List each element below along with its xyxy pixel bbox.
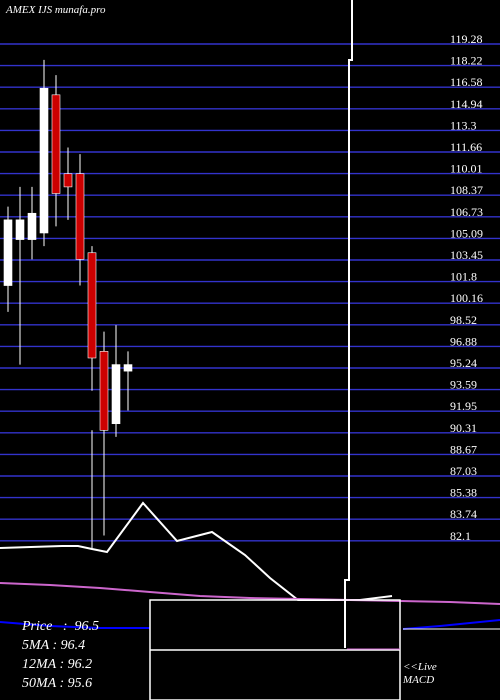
candle	[51, 75, 61, 227]
candle	[15, 186, 25, 365]
price-tick-label: 108.37	[450, 183, 483, 197]
candle	[63, 147, 73, 220]
macd-line-blue	[402, 619, 500, 630]
candle-body	[99, 351, 109, 431]
price-stat: Price : 96.5	[22, 619, 99, 634]
macd-text: MACD	[403, 674, 435, 686]
candle-body	[63, 173, 73, 188]
price-tick-label: 98.52	[450, 313, 477, 327]
price-tick-label: 85.38	[450, 486, 477, 500]
candle	[27, 186, 37, 260]
price-tick-label: 101.8	[450, 270, 477, 284]
price-tick-label: 87.03	[450, 464, 477, 478]
chart-title: AMEX IJS munafa.pro	[6, 4, 106, 16]
price-tick-label: 93.59	[450, 378, 477, 392]
price-tick-label: 82.1	[450, 529, 471, 543]
price-grid: 119.28 118.22 116.58 114.94 113.3 111.66 110.0…	[0, 32, 500, 543]
candle	[111, 325, 121, 437]
candle-body	[51, 94, 61, 194]
price-tick-label: 83.74	[450, 507, 477, 521]
price-tick-label: 96.88	[450, 334, 477, 348]
candle	[3, 206, 13, 312]
candle-body	[27, 212, 37, 240]
price-tick-label: 119.28	[450, 32, 483, 46]
ma-line-blue	[0, 621, 150, 629]
candle-body	[123, 364, 133, 372]
candle-body	[15, 219, 25, 240]
candle-body	[87, 252, 97, 359]
ma5-stat: 5MA : 96.4	[22, 638, 86, 653]
candle	[123, 351, 133, 411]
live-label: <<Live	[403, 661, 437, 673]
ma12-stat: 12MA : 96.2	[22, 657, 93, 672]
macd-zero-line	[344, 0, 353, 648]
candle-body	[75, 173, 85, 260]
stats-panel: Price : 96.5 5MA : 96.4 12MA : 96.2 50MA…	[22, 617, 99, 693]
price-tick-label: 110.01	[450, 162, 483, 176]
price-tick-label: 105.09	[450, 226, 483, 240]
candle-body	[111, 364, 121, 425]
price-tick-label: 114.94	[450, 97, 483, 111]
ma50-stat: 50MA : 95.6	[22, 676, 93, 691]
candle	[75, 154, 85, 286]
price-tick-label: 113.3	[450, 118, 477, 132]
price-tick-label: 91.95	[450, 399, 477, 413]
candle-body	[3, 219, 13, 286]
price-tick-label: 106.73	[450, 205, 483, 219]
candle	[87, 246, 97, 391]
price-tick-label: 118.22	[450, 54, 483, 68]
price-tick-label: 88.67	[450, 442, 477, 456]
candle	[39, 59, 49, 247]
macd-label: <<Live MACD	[403, 661, 437, 687]
price-tick-label: 103.45	[450, 248, 483, 262]
price-tick-label: 116.58	[450, 75, 483, 89]
candle	[99, 331, 109, 536]
price-tick-label: 111.66	[450, 140, 482, 154]
price-tick-label: 95.24	[450, 356, 477, 370]
candles	[3, 59, 133, 536]
price-tick-label: 90.31	[450, 421, 477, 435]
price-tick-label: 100.16	[450, 291, 483, 305]
ma-line-magenta	[0, 582, 500, 605]
candle-body	[39, 87, 49, 234]
